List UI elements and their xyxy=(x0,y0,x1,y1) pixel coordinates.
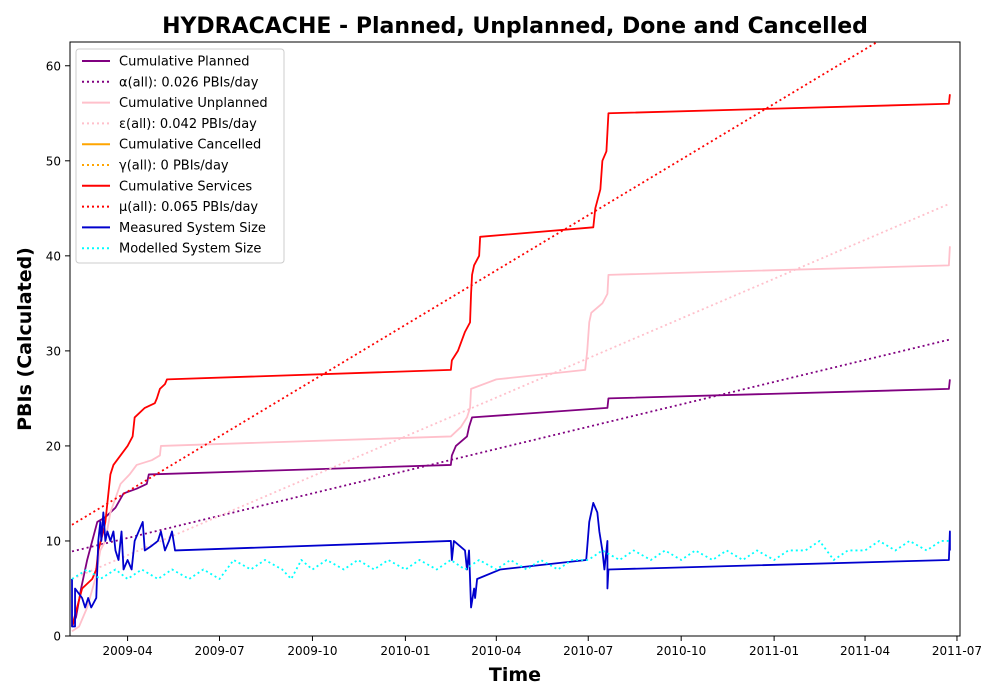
plot-series xyxy=(71,42,951,632)
x-tick-label: 2010-01 xyxy=(380,644,430,658)
y-tick-label: 50 xyxy=(46,154,61,168)
series-line-8 xyxy=(71,502,951,628)
x-tick-label: 2011-04 xyxy=(840,644,890,658)
legend-entry: μ(all): 0.065 PBIs/day xyxy=(119,200,258,215)
y-tick-label: 0 xyxy=(53,630,61,644)
legend-entry: ε(all): 0.042 PBIs/day xyxy=(119,117,257,132)
series-line-7 xyxy=(71,42,878,526)
series-line-2 xyxy=(71,246,951,632)
legend: Cumulative Planned α(all): 0.026 PBIs/day… xyxy=(75,48,285,264)
x-tick-label: 2010-10 xyxy=(656,644,706,658)
series-line-0 xyxy=(71,379,951,627)
x-tick-label: 2011-07 xyxy=(932,644,982,658)
y-axis-label: PBIs (Calculated) xyxy=(14,247,36,431)
x-tick-label: 2009-10 xyxy=(287,644,337,658)
y-tick-label: 60 xyxy=(46,59,61,73)
x-tick-label: 2011-01 xyxy=(749,644,799,658)
y-tick-label: 10 xyxy=(46,534,61,548)
chart-title: HYDRACACHE - Planned, Unplanned, Done an… xyxy=(162,14,868,39)
legend-entry: γ(all): 0 PBIs/day xyxy=(119,159,229,174)
axes xyxy=(69,41,961,637)
x-tick-label: 2009-04 xyxy=(103,644,153,658)
legend-entry: Cumulative Planned xyxy=(119,55,249,70)
tick-labels: 2009-04 2009-07 2009-10 2010-01 2010-04 2010-… xyxy=(46,59,982,658)
legend-entry: Cumulative Unplanned xyxy=(119,96,268,111)
legend-entry: Modelled System Size xyxy=(119,242,261,257)
legend-entry: Measured System Size xyxy=(119,221,266,236)
y-tick-label: 40 xyxy=(46,249,61,263)
y-tick-label: 30 xyxy=(46,344,61,358)
legend-entry: α(all): 0.026 PBIs/day xyxy=(119,75,259,90)
y-tick-label: 20 xyxy=(46,439,61,453)
x-axis-label: Time xyxy=(489,664,541,686)
legend-entry: Cumulative Cancelled xyxy=(119,138,261,153)
legend-box xyxy=(75,48,285,264)
legend-entry: Cumulative Services xyxy=(119,179,252,194)
x-tick-label: 2010-07 xyxy=(563,644,613,658)
x-tick-label: 2010-04 xyxy=(471,644,521,658)
x-tick-label: 2009-07 xyxy=(194,644,244,658)
series-line-3 xyxy=(71,202,951,580)
series-line-9 xyxy=(71,540,950,580)
series-line-1 xyxy=(71,338,951,553)
plot-frame xyxy=(69,41,961,637)
